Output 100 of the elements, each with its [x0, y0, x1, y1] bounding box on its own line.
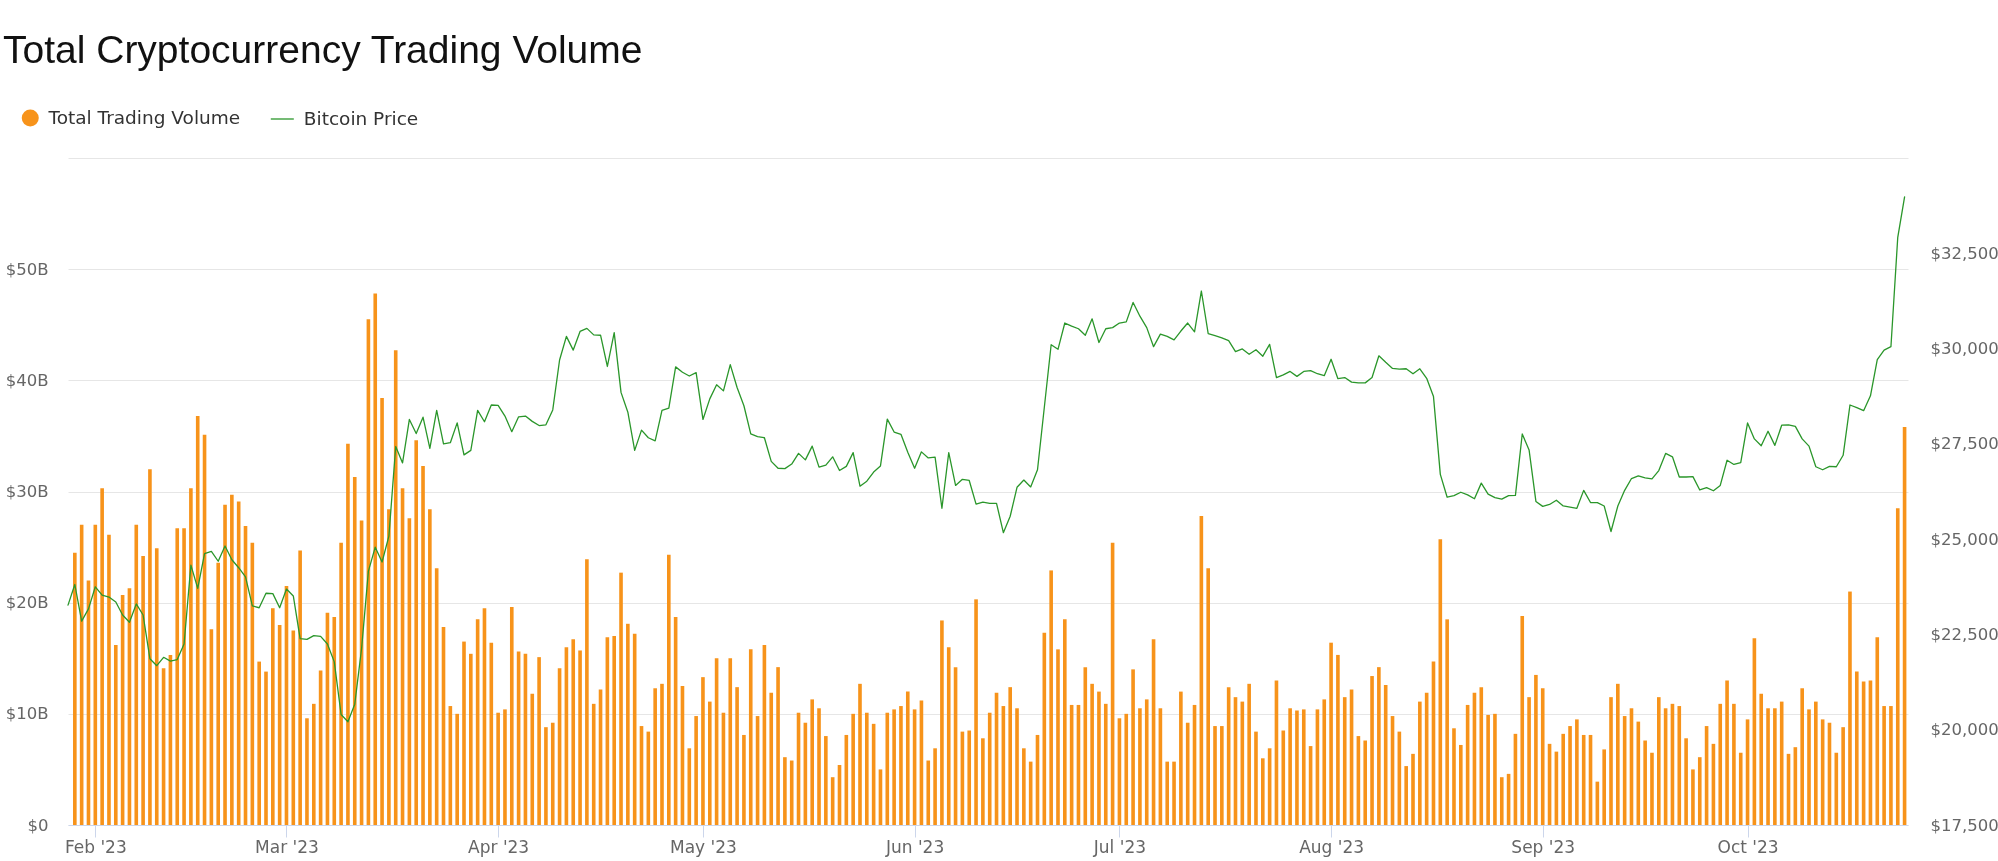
- bar: [865, 712, 869, 825]
- y2-tick-label: $25,000: [1930, 529, 1998, 549]
- bar: [1841, 727, 1845, 825]
- bar: [1452, 728, 1456, 825]
- bar: [1458, 744, 1463, 825]
- bar: [789, 760, 794, 825]
- bar: [1056, 649, 1060, 825]
- bar: [421, 465, 425, 825]
- bar: [1540, 688, 1545, 825]
- bar: [974, 599, 978, 825]
- bar: [393, 350, 398, 825]
- bar: [1643, 740, 1647, 825]
- bar: [373, 293, 378, 825]
- bar: [134, 524, 139, 825]
- bar: [1527, 697, 1531, 825]
- bar: [1172, 761, 1176, 825]
- bar: [946, 647, 951, 825]
- bar: [769, 692, 774, 825]
- bar: [1138, 708, 1142, 825]
- bar: [892, 709, 896, 825]
- bar: [707, 701, 712, 825]
- bar: [537, 657, 541, 825]
- bar: [264, 671, 268, 825]
- bar: [387, 509, 391, 825]
- bar: [182, 528, 186, 825]
- bar: [503, 709, 507, 825]
- bar: [1404, 766, 1408, 825]
- bar: [496, 712, 500, 825]
- bar: [591, 703, 596, 825]
- bar: [851, 713, 855, 825]
- bar: [1609, 697, 1613, 825]
- bar: [1336, 654, 1340, 825]
- bar: [1691, 769, 1695, 825]
- bar: [1015, 708, 1019, 825]
- bar: [1814, 701, 1818, 825]
- bar: [1131, 669, 1135, 825]
- bar: [1895, 508, 1900, 825]
- bar: [1725, 680, 1729, 825]
- bar: [1090, 683, 1094, 825]
- bar: [223, 504, 227, 825]
- bar: [585, 559, 589, 825]
- bar: [1179, 691, 1183, 825]
- bar: [987, 712, 992, 825]
- bar: [489, 642, 494, 825]
- bar: [195, 415, 200, 825]
- bar: [1854, 671, 1859, 825]
- bar: [694, 716, 698, 825]
- bar: [1363, 740, 1368, 825]
- bar: [1383, 684, 1388, 825]
- bar: [1411, 753, 1415, 825]
- legend-label: Total Trading Volume: [47, 107, 241, 128]
- chart-title: Total Cryptocurrency Trading Volume: [3, 27, 643, 71]
- bar: [428, 509, 432, 825]
- bar: [189, 488, 193, 825]
- bar: [735, 687, 739, 825]
- bar: [1848, 591, 1852, 825]
- bar: [1022, 748, 1026, 825]
- bar: [1684, 738, 1688, 825]
- bar: [216, 562, 221, 825]
- bar: [352, 477, 357, 825]
- bar: [1329, 642, 1333, 825]
- bar: [905, 691, 910, 825]
- bar: [1800, 688, 1804, 825]
- bar: [1575, 719, 1579, 825]
- bar: [1697, 757, 1702, 825]
- bar: [1322, 699, 1327, 825]
- bar: [1561, 733, 1566, 825]
- bar: [619, 572, 623, 825]
- legend-label: Bitcoin Price: [303, 108, 419, 129]
- bar: [1288, 708, 1292, 825]
- bar: [1875, 637, 1880, 825]
- bar: [728, 658, 733, 825]
- bar: [113, 644, 118, 825]
- bar: [1206, 568, 1210, 825]
- bar: [940, 620, 944, 825]
- bar: [1493, 713, 1497, 825]
- bar: [1568, 726, 1572, 825]
- bar: [1103, 703, 1108, 825]
- bar: [148, 469, 152, 825]
- bar: [107, 534, 111, 825]
- bar: [742, 734, 746, 825]
- bar: [1097, 691, 1101, 825]
- bar: [311, 703, 316, 825]
- bar: [701, 677, 705, 825]
- bar: [1008, 687, 1012, 825]
- y2-tick-label: $20,000: [1930, 720, 1998, 740]
- bar: [858, 683, 862, 825]
- bar: [626, 623, 630, 825]
- bar: [380, 398, 384, 825]
- bar: [899, 706, 903, 825]
- bar: [271, 608, 275, 825]
- bar: [926, 760, 931, 825]
- x-tick-label: Jun '23: [884, 836, 945, 857]
- x-tick-label: Oct '23: [1717, 836, 1779, 857]
- x-tick-label: Sep '23: [1511, 836, 1576, 857]
- bar: [1616, 683, 1620, 825]
- bar: [824, 736, 828, 825]
- bar: [1185, 722, 1190, 825]
- y2-tick-label: $30,000: [1930, 339, 1998, 359]
- bar: [154, 548, 159, 825]
